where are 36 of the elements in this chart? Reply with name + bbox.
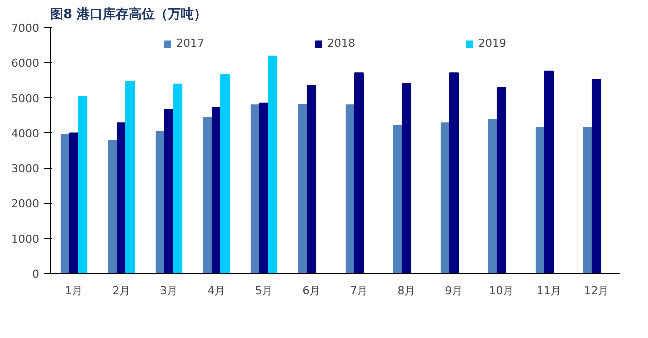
y-tick-label: 0 — [32, 268, 40, 281]
bar — [496, 87, 507, 274]
x-tick-label: 12月 — [584, 284, 610, 298]
bar — [126, 81, 136, 274]
bar — [402, 83, 412, 274]
x-tick-label: 2月 — [112, 284, 131, 298]
bar — [449, 72, 460, 274]
bar — [268, 56, 278, 274]
bar — [78, 96, 88, 274]
y-tick-label: 6000 — [12, 57, 40, 70]
x-tick-label: 8月 — [398, 284, 416, 298]
x-tick-label: 7月 — [350, 284, 368, 298]
bar — [354, 72, 364, 274]
x-tick-label: 5月 — [255, 284, 274, 298]
bar — [306, 84, 317, 274]
bar — [592, 79, 602, 274]
x-tick-label: 10月 — [489, 284, 514, 298]
x-tick-label: 4月 — [208, 284, 226, 298]
bar — [173, 84, 183, 274]
y-tick-label: 2000 — [12, 198, 40, 211]
legend-label: 2019 — [478, 37, 506, 50]
legend-label: 2018 — [328, 37, 356, 50]
bar — [220, 74, 230, 274]
y-tick-label: 7000 — [12, 22, 40, 35]
x-tick-label: 9月 — [445, 284, 464, 298]
x-tick-label: 3月 — [160, 284, 178, 298]
legend-label: 2017 — [176, 37, 204, 50]
x-tick-label: 1月 — [65, 284, 84, 298]
x-tick-label: 6月 — [302, 284, 321, 298]
y-tick-label: 1000 — [12, 232, 40, 246]
bar — [544, 70, 554, 274]
y-tick-label: 5000 — [12, 92, 40, 106]
y-tick-label: 4000 — [12, 127, 40, 140]
chart-title: 图8 港口库存高位（万吨） — [50, 6, 208, 22]
y-tick-label: 3000 — [12, 162, 40, 176]
x-tick-label: 11月 — [536, 284, 562, 298]
